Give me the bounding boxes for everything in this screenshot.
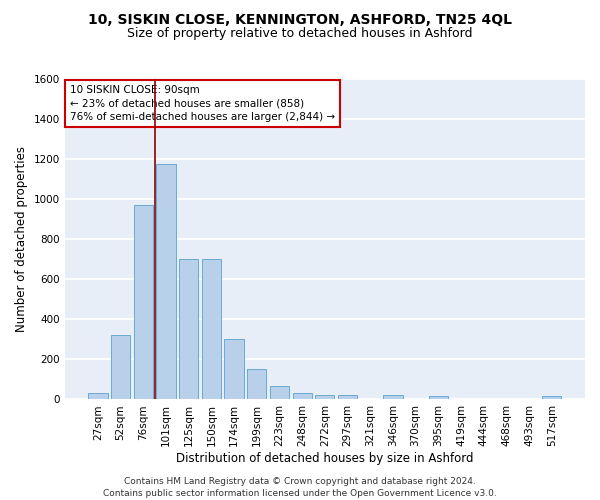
Text: 10 SISKIN CLOSE: 90sqm
← 23% of detached houses are smaller (858)
76% of semi-de: 10 SISKIN CLOSE: 90sqm ← 23% of detached… xyxy=(70,86,335,122)
Bar xyxy=(157,164,176,400)
Bar xyxy=(315,396,334,400)
Bar xyxy=(293,394,312,400)
Bar xyxy=(224,340,244,400)
Bar xyxy=(202,260,221,400)
Bar xyxy=(542,396,562,400)
Bar xyxy=(338,396,357,400)
Bar xyxy=(179,260,199,400)
Bar xyxy=(134,205,153,400)
Bar xyxy=(247,370,266,400)
Bar xyxy=(428,396,448,400)
Text: Size of property relative to detached houses in Ashford: Size of property relative to detached ho… xyxy=(127,28,473,40)
Bar xyxy=(111,336,130,400)
Y-axis label: Number of detached properties: Number of detached properties xyxy=(15,146,28,332)
Bar xyxy=(383,396,403,400)
X-axis label: Distribution of detached houses by size in Ashford: Distribution of detached houses by size … xyxy=(176,452,473,465)
Text: Contains HM Land Registry data © Crown copyright and database right 2024.
Contai: Contains HM Land Registry data © Crown c… xyxy=(103,476,497,498)
Bar xyxy=(270,386,289,400)
Bar xyxy=(88,394,107,400)
Text: 10, SISKIN CLOSE, KENNINGTON, ASHFORD, TN25 4QL: 10, SISKIN CLOSE, KENNINGTON, ASHFORD, T… xyxy=(88,12,512,26)
